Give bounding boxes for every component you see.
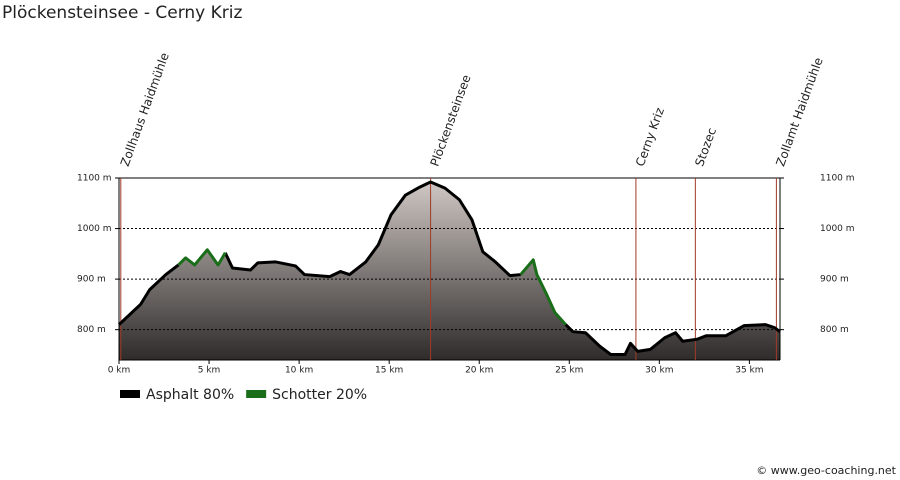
credit: © www.geo-coaching.net bbox=[756, 464, 896, 477]
waypoint-label: Stozec bbox=[692, 126, 719, 168]
y-tick-label: 800 m bbox=[77, 325, 106, 335]
y-tick-label: 1100 m bbox=[77, 174, 112, 184]
surface-line bbox=[117, 180, 781, 356]
legend-label: Schotter 20% bbox=[272, 387, 367, 403]
x-tick-label: 20 km bbox=[465, 366, 493, 376]
y-tick-label: 1000 m bbox=[77, 224, 112, 234]
legend-label: Asphalt 80% bbox=[146, 387, 234, 403]
x-tick-label: 25 km bbox=[555, 366, 583, 376]
y-tick-label: 1000 m bbox=[820, 224, 855, 234]
x-tick-label: 15 km bbox=[375, 366, 403, 376]
elevation-area bbox=[119, 182, 780, 360]
waypoint-label: Zollamt Haidmühle bbox=[773, 56, 825, 169]
y-tick-label: 900 m bbox=[77, 275, 106, 285]
legend-swatch bbox=[246, 390, 267, 398]
waypoint-label: Plöckensteinsee bbox=[428, 73, 474, 168]
x-tick-label: 10 km bbox=[285, 366, 313, 376]
x-tick-label: 35 km bbox=[735, 366, 763, 376]
x-tick-label: 0 km bbox=[108, 366, 131, 376]
legend-swatch bbox=[120, 390, 140, 398]
waypoint-label: Cerny Kriz bbox=[633, 106, 667, 169]
surface-line bbox=[177, 248, 567, 326]
x-tick-label: 5 km bbox=[198, 366, 221, 376]
waypoint-label: Zollhaus Haidmühle bbox=[118, 51, 172, 168]
y-tick-label: 800 m bbox=[820, 325, 849, 335]
x-tick-label: 30 km bbox=[645, 366, 673, 376]
chart-title: Plöckensteinsee - Cerny Kriz bbox=[2, 3, 243, 23]
y-tick-label: 900 m bbox=[820, 275, 849, 285]
y-tick-label: 1100 m bbox=[820, 174, 855, 184]
